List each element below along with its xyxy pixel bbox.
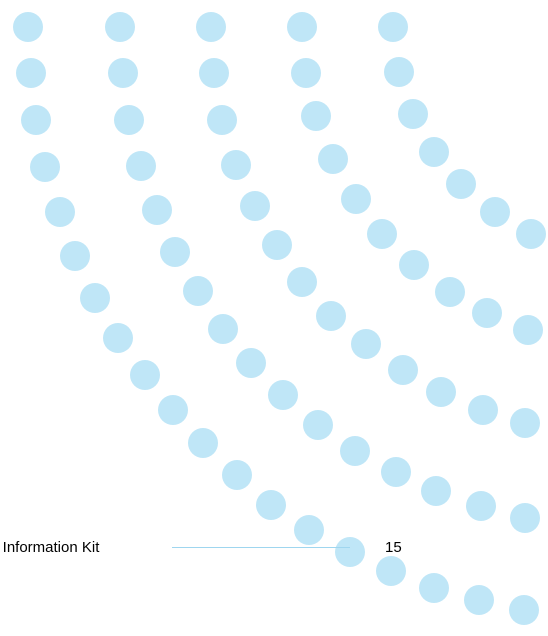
decorative-dot [516,219,546,249]
decorative-dot [268,380,298,410]
decorative-dot [221,150,251,180]
decorative-dot [236,348,266,378]
decorative-dot [510,503,540,533]
decorative-dot [384,57,414,87]
decorative-dot [426,377,456,407]
decorative-dot [513,315,543,345]
decorative-dot [419,137,449,167]
decorative-dot [103,323,133,353]
decorative-dot [510,408,540,438]
decorative-dot [287,12,317,42]
decorative-dot [114,105,144,135]
decorative-dot [303,410,333,440]
decorative-dot [13,12,43,42]
decorative-dot [435,277,465,307]
decorative-dot [472,298,502,328]
decorative-dot [421,476,451,506]
decorative-dot [446,169,476,199]
decorative-dot [318,144,348,174]
footer-title: rs Information Kit [0,539,100,556]
decorative-dot [294,515,324,545]
decorative-dot [480,197,510,227]
decorative-dot [256,490,286,520]
decorative-dot [509,595,539,625]
decorative-dot [351,329,381,359]
decorative-dot [367,219,397,249]
decorative-dot [207,105,237,135]
footer-rule [172,547,350,548]
decorative-dot [208,314,238,344]
decorative-dot [335,537,365,567]
decorative-dot [291,58,321,88]
page-number: 15 [385,539,402,556]
decorative-dot [80,283,110,313]
decorative-dot [30,152,60,182]
decorative-dot [388,355,418,385]
decorative-dot [419,573,449,603]
decorative-dot [21,105,51,135]
decorative-dot [199,58,229,88]
decorative-dot [381,457,411,487]
decorative-dot [60,241,90,271]
decorative-dot [16,58,46,88]
decorative-dot [340,436,370,466]
decorative-dot [108,58,138,88]
decorative-dot [142,195,172,225]
decorative-dot [222,460,252,490]
decorative-dot [464,585,494,615]
decorative-dot [301,101,331,131]
decorative-dot [196,12,226,42]
decorative-dot [378,12,408,42]
decorative-dot [188,428,218,458]
decorative-dot [262,230,292,260]
decorative-dot [287,267,317,297]
decorative-dot [183,276,213,306]
decorative-dot [126,151,156,181]
decorative-dot [45,197,75,227]
decorative-dot [341,184,371,214]
decorative-dot [316,301,346,331]
decorative-dot [240,191,270,221]
decorative-dot [466,491,496,521]
decorative-dot [160,237,190,267]
decorative-dot [399,250,429,280]
decorative-dot [468,395,498,425]
decorative-dot [105,12,135,42]
decorative-dot [130,360,160,390]
decorative-dot [376,556,406,586]
decorative-dot [158,395,188,425]
decorative-dot [398,99,428,129]
